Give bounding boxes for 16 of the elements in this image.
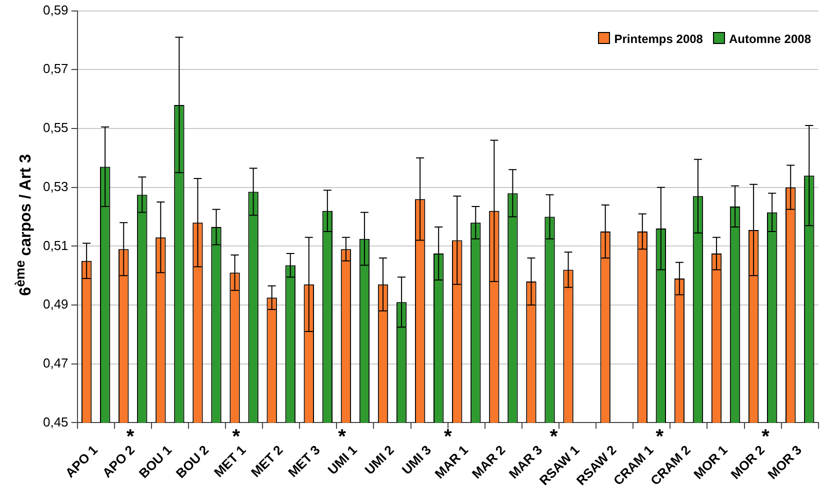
legend-label: Printemps 2008	[614, 32, 703, 46]
text: *	[762, 426, 770, 448]
text: *	[444, 426, 452, 448]
y-tick-label: 0,47	[42, 355, 68, 370]
x-tick-label: UMI 2	[362, 442, 397, 478]
y-tick-label: 0,55	[42, 120, 68, 136]
legend-label: Automne 2008	[728, 32, 811, 46]
y-tick-label: 0,59	[42, 2, 68, 18]
y-tick-label: 0,51	[42, 238, 68, 253]
x-tick-label: UMI 3	[398, 442, 434, 478]
y-tick-label: 0,45	[42, 414, 68, 430]
y-tick-label: 0,57	[42, 61, 68, 76]
text: *	[550, 426, 558, 448]
text: *	[656, 426, 664, 448]
y-tick-label: 0,53	[42, 178, 68, 194]
y-tick-label: 0,49	[42, 296, 68, 312]
